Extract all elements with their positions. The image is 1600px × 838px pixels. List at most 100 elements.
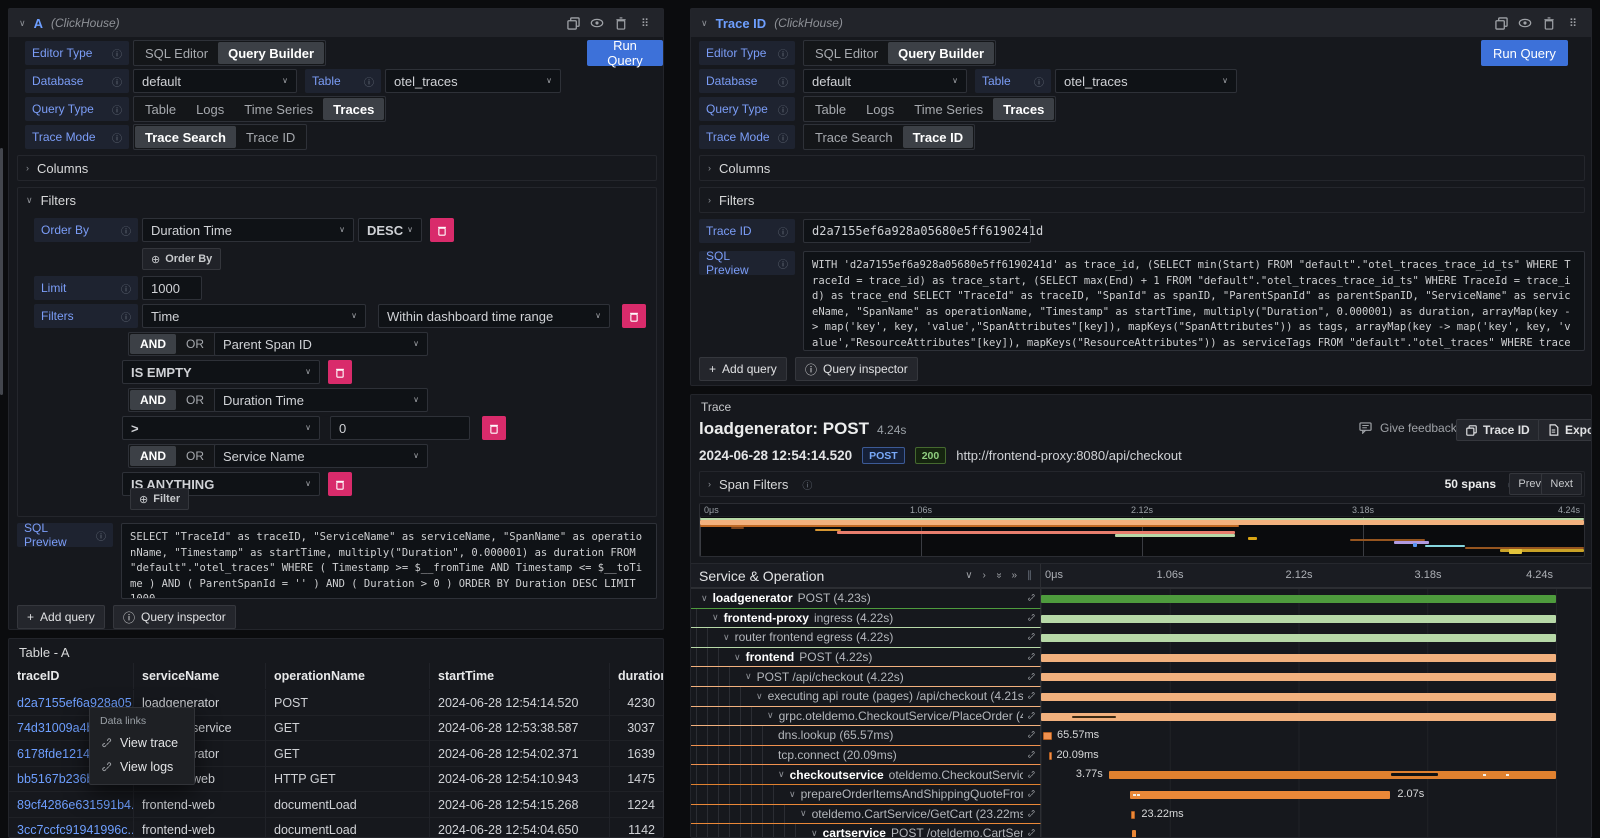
span-name[interactable]: ∨ loadgenerator POST (4.23s) bbox=[691, 589, 1041, 609]
span-timeline[interactable]: 3.77s bbox=[1041, 765, 1557, 785]
link-icon[interactable] bbox=[1028, 631, 1040, 643]
expand-one-icon[interactable]: › bbox=[982, 570, 986, 581]
filter4-op-select[interactable]: IS ANYTHING ∨ bbox=[122, 472, 320, 496]
prev-span-button[interactable]: Prev bbox=[1509, 473, 1550, 495]
span-row[interactable]: ∨ frontend POST (4.22s) bbox=[691, 647, 1591, 668]
next-span-button[interactable]: Next bbox=[1541, 473, 1582, 495]
query-inspector-button[interactable]: ⓘ Query inspector bbox=[795, 357, 918, 381]
remove-order-by-button[interactable] bbox=[430, 218, 454, 242]
span-timeline[interactable] bbox=[1041, 686, 1557, 707]
trace-search-option[interactable]: Trace Search bbox=[815, 129, 893, 145]
link-icon[interactable] bbox=[1028, 592, 1040, 604]
span-name[interactable]: ∨ frontend POST (4.22s) bbox=[691, 647, 1041, 668]
filters-section-header[interactable]: ∨ Filters bbox=[26, 192, 76, 208]
info-icon[interactable]: ⓘ bbox=[778, 77, 788, 89]
or-option[interactable]: OR bbox=[186, 393, 204, 407]
and-option[interactable]: AND bbox=[130, 446, 176, 466]
or-option[interactable]: OR bbox=[186, 337, 204, 351]
filter-time-field-select[interactable]: Time ∨ bbox=[142, 304, 366, 328]
hide-query-icon[interactable] bbox=[1517, 15, 1533, 31]
columns-section[interactable]: › Columns bbox=[17, 155, 657, 181]
info-icon[interactable]: ⓘ bbox=[112, 49, 122, 61]
span-filters-header[interactable]: › Span Filters ⓘ bbox=[708, 476, 813, 492]
span-name[interactable]: ∨ prepareOrderItemsAndShippingQuoteFromC… bbox=[691, 784, 1041, 805]
span-name[interactable]: ∨ checkoutserviceoteldemo.CheckoutServic… bbox=[691, 765, 1041, 785]
order-by-field-select[interactable]: Duration Time ∨ bbox=[142, 218, 354, 242]
chevron-down-icon[interactable]: ∨ bbox=[745, 671, 752, 682]
sql-editor-option[interactable]: SQL Editor bbox=[815, 45, 879, 61]
view-trace-menu-item[interactable]: View trace bbox=[90, 731, 194, 755]
filter3-op-select[interactable]: > ∨ bbox=[122, 416, 320, 440]
link-icon[interactable] bbox=[1028, 788, 1040, 800]
trace-id-input[interactable]: d2a7155ef6a928a05680e5ff6190241d bbox=[803, 219, 1043, 243]
span-name[interactable]: ∨ POST /api/checkout (4.22s) bbox=[691, 667, 1041, 687]
chevron-down-icon[interactable]: ∨ bbox=[789, 788, 796, 799]
span-row[interactable]: ∨ router frontend egress (4.22s) bbox=[691, 628, 1591, 648]
span-name[interactable]: dns.lookup (65.57ms) bbox=[691, 726, 1041, 746]
link-icon[interactable] bbox=[1028, 827, 1040, 838]
table-select[interactable]: otel_traces ∨ bbox=[385, 69, 561, 93]
filter3-value-input[interactable]: 0 bbox=[330, 416, 470, 440]
columns-section[interactable]: › Columns bbox=[699, 155, 1585, 181]
span-timeline[interactable] bbox=[1041, 647, 1557, 668]
remove-filter-button[interactable] bbox=[328, 360, 352, 384]
remove-filter-button[interactable] bbox=[622, 304, 646, 328]
query-builder-option[interactable]: Query Builder bbox=[888, 42, 995, 64]
duplicate-query-icon[interactable] bbox=[565, 15, 581, 31]
link-icon[interactable] bbox=[1028, 612, 1040, 624]
trace-id-option[interactable]: Trace ID bbox=[902, 126, 974, 148]
view-logs-menu-item[interactable]: View logs bbox=[90, 755, 194, 779]
info-icon[interactable]: ⓘ bbox=[121, 226, 131, 238]
minimap-canvas[interactable] bbox=[700, 517, 1584, 556]
remove-filter-button[interactable] bbox=[328, 472, 352, 496]
link-icon[interactable] bbox=[1028, 749, 1040, 761]
table-panel-title[interactable]: Table - A bbox=[19, 645, 70, 660]
info-icon[interactable]: ⓘ bbox=[96, 531, 106, 543]
add-query-button[interactable]: + Add query bbox=[17, 605, 105, 629]
query-type-traces[interactable]: Traces bbox=[323, 98, 385, 120]
collapse-one-icon[interactable]: ∨ bbox=[965, 570, 973, 581]
info-icon[interactable]: ⓘ bbox=[778, 133, 788, 145]
query-type-timeseries[interactable]: Time Series bbox=[244, 101, 314, 117]
info-icon[interactable]: ⓘ bbox=[112, 77, 122, 89]
span-name[interactable]: tcp.connect (20.09ms) bbox=[691, 745, 1041, 766]
database-select[interactable]: default ∨ bbox=[803, 69, 967, 93]
col-header-operationname[interactable]: operationName bbox=[265, 663, 429, 689]
filter-time-op-select[interactable]: Within dashboard time range ∨ bbox=[378, 304, 610, 328]
span-row[interactable]: ∨ POST /api/checkout (4.22s) bbox=[691, 667, 1591, 687]
info-icon[interactable]: ⓘ bbox=[121, 284, 131, 296]
give-feedback-button[interactable]: Give feedback bbox=[1359, 421, 1457, 435]
query-type-logs[interactable]: Logs bbox=[196, 101, 225, 117]
drag-handle-icon[interactable]: ⠿ bbox=[640, 17, 650, 30]
span-row[interactable]: ∨ executing api route (pages) /api/check… bbox=[691, 686, 1591, 707]
trace-minimap[interactable]: 0μs 1.06s 2.12s 3.18s 4.24s bbox=[699, 503, 1585, 557]
span-row[interactable]: tcp.connect (20.09ms) 20.09ms bbox=[691, 745, 1591, 766]
limit-input[interactable]: 1000 bbox=[142, 276, 202, 300]
collapse-all-icon[interactable]: » bbox=[993, 572, 1005, 579]
remove-filter-button[interactable] bbox=[482, 416, 506, 440]
col-header-traceid[interactable]: traceID bbox=[17, 669, 60, 683]
chevron-down-icon[interactable]: ∨ bbox=[701, 592, 708, 603]
and-option[interactable]: AND bbox=[130, 390, 176, 410]
span-row[interactable]: ∨ frontend-proxy ingress (4.22s) bbox=[691, 608, 1591, 629]
span-name[interactable]: ∨ frontend-proxy ingress (4.22s) bbox=[691, 608, 1041, 629]
info-icon[interactable]: ⓘ bbox=[778, 49, 788, 61]
span-timeline[interactable] bbox=[1041, 824, 1557, 837]
link-icon[interactable] bbox=[1028, 671, 1040, 683]
span-timeline[interactable] bbox=[1041, 667, 1557, 687]
info-icon[interactable]: ⓘ bbox=[1034, 77, 1044, 89]
info-icon[interactable]: ⓘ bbox=[121, 312, 131, 324]
query-builder-option[interactable]: Query Builder bbox=[218, 42, 325, 64]
info-icon[interactable]: ⓘ bbox=[112, 105, 122, 117]
info-icon[interactable]: ⓘ bbox=[778, 227, 788, 239]
span-row[interactable]: ∨ oteldemo.CartService/GetCart (23.22ms)… bbox=[691, 804, 1591, 825]
page-scrollbar[interactable] bbox=[0, 148, 3, 395]
and-option[interactable]: AND bbox=[130, 334, 176, 354]
span-name[interactable]: ∨ router frontend egress (4.22s) bbox=[691, 628, 1041, 648]
collapse-chevron-icon[interactable]: ∨ bbox=[701, 17, 708, 28]
hide-query-icon[interactable] bbox=[589, 15, 605, 31]
trace-id-link[interactable]: 74d31009a4ba... bbox=[17, 721, 111, 736]
span-timeline[interactable] bbox=[1041, 589, 1557, 609]
